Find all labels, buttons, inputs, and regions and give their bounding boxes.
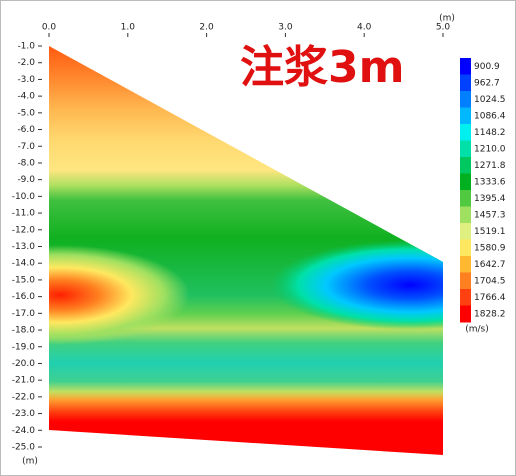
x-unit: (m) (439, 14, 455, 24)
colorbar-swatch (460, 157, 471, 174)
y-tick-label: -23.0 (12, 409, 36, 419)
colorbar-label: 962.7 (474, 78, 500, 88)
colorbar-swatch (460, 91, 471, 108)
y-tick-label: -6.0 (17, 125, 35, 135)
y-tick-label: -17.0 (12, 309, 36, 319)
colorbar-swatch (460, 124, 471, 141)
colorbar-label: 900.9 (474, 62, 500, 72)
y-tick-label: -14.0 (12, 259, 36, 269)
y-tick-label: -25.0 (12, 443, 36, 453)
colorbar-swatch (460, 190, 471, 207)
y-tick-label: -8.0 (17, 158, 35, 168)
y-tick-label: -20.0 (12, 359, 36, 369)
colorbar-swatch (460, 140, 471, 158)
colorbar-label: 1457.3 (474, 210, 506, 220)
x-tick-label: 5.0 (436, 23, 451, 33)
y-tick-label: -19.0 (12, 342, 36, 352)
colorbar-swatch (460, 74, 471, 92)
y-tick-label: -12.0 (12, 225, 36, 235)
y-tick-label: -15.0 (12, 275, 36, 285)
x-tick-label: 1.0 (121, 23, 136, 33)
y-tick-label: -2.0 (17, 58, 35, 68)
colorbar-label: 1395.4 (474, 194, 506, 204)
y-tick-label: -1.0 (17, 42, 35, 52)
colorbar-swatch (460, 206, 471, 224)
colorbar-label: 1210.0 (474, 144, 506, 154)
colorbar-swatch (460, 173, 471, 191)
colorbar-swatch (460, 223, 471, 240)
colorbar-label: 1333.6 (474, 177, 506, 187)
x-tick-label: 4.0 (357, 23, 372, 33)
chart-title: 注浆3m (240, 42, 404, 93)
colorbar-swatch (460, 58, 471, 75)
colorbar-label: 1580.9 (474, 243, 506, 253)
colorbar-label: 1766.4 (474, 293, 506, 303)
colorbar-label: 1086.4 (474, 111, 506, 121)
y-tick-label: -3.0 (17, 75, 35, 85)
y-tick-label: -13.0 (12, 242, 36, 252)
y-tick-label: -9.0 (17, 175, 35, 185)
x-tick-label: 0.0 (42, 23, 57, 33)
colorbar-label: 1519.1 (474, 227, 506, 237)
colorbar-swatch (460, 239, 471, 257)
y-unit: (m) (22, 457, 38, 467)
colorbar-unit: (m/s) (465, 325, 489, 335)
y-tick-label: -7.0 (17, 142, 35, 152)
x-tick-label: 2.0 (199, 23, 214, 33)
colorbar-swatch (460, 107, 471, 125)
colorbar-swatch (460, 305, 471, 323)
y-tick-label: -16.0 (12, 292, 36, 302)
colorbar-label: 1024.5 (474, 95, 506, 105)
y-tick-label: -5.0 (17, 108, 35, 118)
y-tick-label: -18.0 (12, 326, 36, 336)
colorbar-label: 1704.5 (474, 276, 506, 286)
colorbar-label: 1828.2 (474, 309, 506, 319)
colorbar-label: 1271.8 (474, 161, 506, 171)
y-tick-label: -11.0 (12, 209, 36, 219)
colorbar-label: 1642.7 (474, 260, 506, 270)
colorbar-swatch (460, 256, 471, 273)
y-tick-label: -24.0 (12, 426, 36, 436)
y-tick-label: -22.0 (12, 392, 36, 402)
y-tick-label: -10.0 (12, 192, 36, 202)
y-tick-label: -21.0 (12, 376, 36, 386)
colorbar-label: 1148.2 (474, 128, 506, 138)
colorbar-swatch (460, 289, 471, 306)
y-tick-label: -4.0 (17, 92, 35, 102)
colorbar-swatch (460, 272, 471, 290)
x-tick-label: 3.0 (278, 23, 293, 33)
